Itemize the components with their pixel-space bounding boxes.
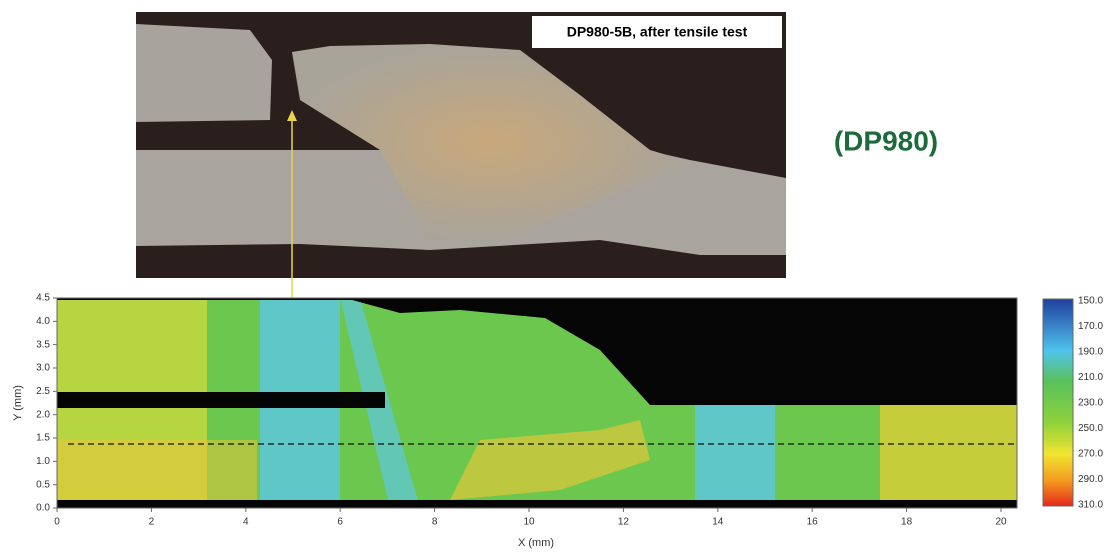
y-tick-label: 1.5 — [36, 433, 50, 444]
y-axis-title: Y (mm) — [12, 385, 24, 421]
photo-label: DP980-5B, after tensile test — [567, 24, 748, 40]
y-tick-label: 2.5 — [36, 386, 50, 397]
colorbar-label: 290.0 — [1078, 474, 1103, 485]
colorbar-label: 150.0 — [1078, 296, 1103, 307]
colorbar-label: 210.0 — [1078, 372, 1103, 383]
x-tick-label: 18 — [901, 517, 913, 528]
x-tick-label: 4 — [243, 517, 249, 528]
x-tick-label: 8 — [432, 517, 438, 528]
x-tick-label: 10 — [523, 517, 535, 528]
colorbar-label: 250.0 — [1078, 423, 1103, 434]
colorbar-label: 270.0 — [1078, 449, 1103, 460]
x-axis-title: X (mm) — [518, 537, 554, 549]
colorbar-label: 310.0 — [1078, 500, 1103, 511]
y-tick-label: 4.0 — [36, 316, 50, 327]
x-tick-label: 14 — [712, 517, 724, 528]
y-tick-label: 3.5 — [36, 339, 50, 350]
figure: DP980-5B, after tensile test (DP980) X (… — [0, 0, 1116, 552]
y-tick-label: 1.0 — [36, 456, 50, 467]
y-tick-label: 2.0 — [36, 409, 50, 420]
x-tick-label: 2 — [149, 517, 155, 528]
x-tick-label: 20 — [995, 517, 1007, 528]
colorbar-label: 230.0 — [1078, 398, 1103, 409]
colorbar-label: 170.0 — [1078, 321, 1103, 332]
x-tick-label: 0 — [54, 517, 60, 528]
y-tick-label: 0.0 — [36, 503, 50, 514]
hardness-map — [57, 298, 1017, 510]
x-tick-label: 16 — [807, 517, 819, 528]
y-tick-label: 3.0 — [36, 363, 50, 374]
material-label: (DP980) — [834, 125, 938, 156]
x-tick-label: 6 — [337, 517, 343, 528]
y-tick-label: 4.5 — [36, 293, 50, 304]
colorbar-label: 190.0 — [1078, 347, 1103, 358]
y-tick-label: 0.5 — [36, 479, 50, 490]
x-tick-label: 12 — [618, 517, 630, 528]
colorbar — [1043, 299, 1073, 506]
